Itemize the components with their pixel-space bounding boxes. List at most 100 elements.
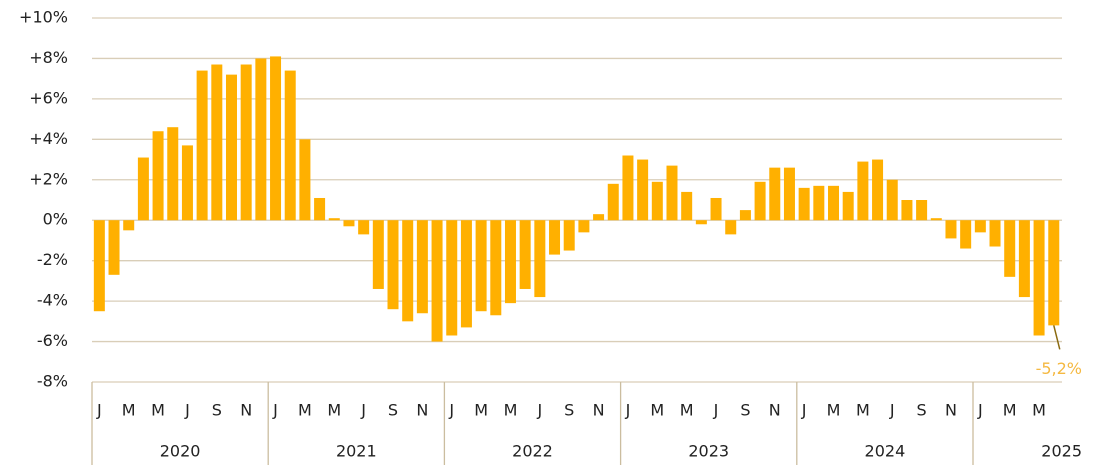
- bar: [813, 185, 825, 221]
- bar: [549, 220, 561, 255]
- bar: [284, 70, 296, 221]
- bar: [593, 214, 605, 221]
- bar: [123, 220, 135, 231]
- x-tick-label: J: [536, 401, 542, 420]
- bar: [681, 191, 693, 221]
- bar: [783, 167, 795, 221]
- year-label: 2021: [336, 442, 377, 461]
- bar: [901, 200, 913, 221]
- bar: [416, 220, 428, 314]
- bar: [622, 155, 634, 221]
- bar: [460, 220, 472, 328]
- x-tick-label: M: [856, 401, 870, 420]
- year-label: 2020: [160, 442, 201, 461]
- bar: [196, 70, 208, 221]
- bar: [1018, 220, 1030, 298]
- bar: [651, 181, 663, 221]
- bar: [431, 220, 443, 342]
- x-tick-label: N: [593, 401, 605, 420]
- y-tick-label: +10%: [19, 8, 68, 27]
- bar: [1048, 220, 1060, 326]
- bar: [475, 220, 487, 312]
- x-tick-label: J: [448, 401, 454, 420]
- x-tick-label: M: [122, 401, 136, 420]
- bar: [945, 220, 957, 239]
- y-tick-label: -4%: [37, 291, 68, 310]
- bar: [666, 165, 678, 221]
- x-tick-label: S: [212, 401, 222, 420]
- x-tick-label: N: [769, 401, 781, 420]
- bar: [960, 220, 972, 249]
- x-tick-label: N: [240, 401, 252, 420]
- year-label: 2022: [512, 442, 553, 461]
- bar: [358, 220, 370, 235]
- bar: [534, 220, 546, 298]
- x-tick-label: M: [474, 401, 488, 420]
- x-tick-label: M: [504, 401, 518, 420]
- x-tick-label: N: [416, 401, 428, 420]
- x-tick-label: M: [827, 401, 841, 420]
- bar: [240, 64, 252, 221]
- x-tick-label: S: [917, 401, 927, 420]
- x-tick-label: S: [388, 401, 398, 420]
- bar: [328, 218, 340, 221]
- bar: [255, 58, 267, 221]
- y-tick-label: +2%: [29, 169, 68, 188]
- bar: [974, 220, 986, 233]
- bar: [225, 74, 237, 221]
- bar: [446, 220, 458, 336]
- bar: [152, 131, 164, 221]
- x-tick-label: M: [151, 401, 165, 420]
- x-tick-label: M: [650, 401, 664, 420]
- bar: [886, 179, 898, 221]
- x-tick-label: M: [1032, 401, 1046, 420]
- bar: [578, 220, 590, 233]
- bar: [842, 191, 854, 221]
- bar: [504, 220, 516, 304]
- bar: [93, 220, 105, 312]
- bar: [769, 167, 781, 221]
- x-tick-label: J: [977, 401, 983, 420]
- y-tick-label: -2%: [37, 250, 68, 269]
- bar: [299, 139, 311, 221]
- bar: [211, 64, 223, 221]
- bar: [857, 161, 869, 221]
- x-tick-label: M: [327, 401, 341, 420]
- y-tick-label: +8%: [29, 48, 68, 67]
- bar: [754, 181, 766, 221]
- y-tick-label: -8%: [37, 372, 68, 391]
- x-tick-label: N: [945, 401, 957, 420]
- x-tick-label: J: [272, 401, 278, 420]
- bar: [314, 197, 326, 221]
- year-label: 2025: [1041, 442, 1082, 461]
- bar: [916, 200, 928, 221]
- x-tick-label: J: [625, 401, 631, 420]
- bar: [1004, 220, 1016, 277]
- bar: [725, 220, 737, 235]
- x-tick-label: J: [360, 401, 366, 420]
- bar: [372, 220, 384, 289]
- bar: [637, 159, 649, 221]
- year-label: 2023: [688, 442, 729, 461]
- bar: [167, 127, 179, 221]
- bar: [137, 157, 149, 221]
- bar: [607, 183, 619, 221]
- bar: [739, 210, 751, 221]
- x-tick-label: J: [889, 401, 895, 420]
- y-tick-label: 0%: [43, 210, 68, 229]
- label-leader: [1053, 325, 1061, 350]
- x-tick-label: M: [298, 401, 312, 420]
- x-tick-label: J: [801, 401, 807, 420]
- x-tick-label: J: [713, 401, 719, 420]
- bar: [828, 185, 840, 221]
- bar: [490, 220, 502, 316]
- x-tick-label: M: [680, 401, 694, 420]
- y-tick-label: +4%: [29, 129, 68, 148]
- bar: [798, 187, 810, 221]
- y-tick-label: +6%: [29, 88, 68, 107]
- bar: [710, 197, 722, 221]
- bar: [1033, 220, 1045, 336]
- x-tick-label: S: [564, 401, 574, 420]
- bar: [181, 145, 193, 221]
- data-label: -5,2%: [1036, 359, 1082, 378]
